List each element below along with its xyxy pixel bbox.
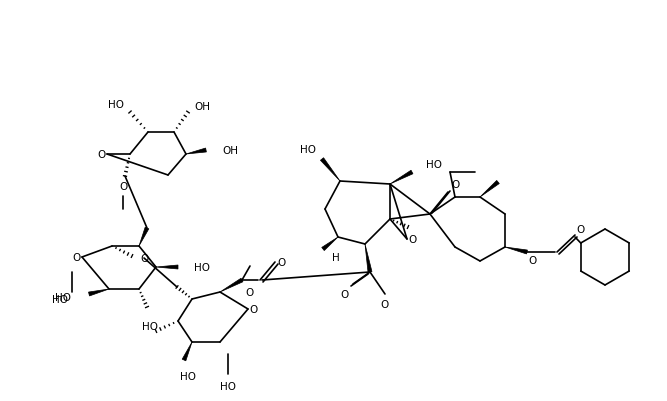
Text: HO: HO [108, 100, 124, 110]
Polygon shape [480, 181, 500, 198]
Text: HO: HO [52, 294, 68, 304]
Polygon shape [365, 244, 372, 273]
Polygon shape [220, 279, 243, 292]
Text: HO: HO [426, 160, 442, 170]
Text: HO: HO [142, 321, 158, 331]
Text: O: O [246, 287, 254, 297]
Text: O: O [381, 299, 389, 309]
Text: H: H [332, 252, 340, 262]
Text: OH: OH [194, 102, 210, 112]
Text: O: O [577, 225, 585, 235]
Text: HO: HO [194, 262, 210, 272]
Text: O: O [409, 235, 417, 244]
Text: O: O [97, 150, 105, 160]
Polygon shape [320, 158, 340, 182]
Text: HO: HO [55, 292, 71, 302]
Polygon shape [89, 289, 109, 296]
Text: O: O [250, 304, 258, 314]
Polygon shape [182, 342, 192, 361]
Text: O: O [452, 180, 460, 190]
Polygon shape [186, 149, 206, 155]
Polygon shape [505, 247, 528, 254]
Text: O: O [140, 253, 148, 263]
Text: O: O [72, 252, 80, 262]
Text: HO: HO [300, 145, 316, 155]
Polygon shape [139, 228, 149, 246]
Text: HO: HO [180, 371, 196, 381]
Text: O: O [119, 182, 127, 192]
Polygon shape [321, 237, 338, 251]
Text: O: O [278, 257, 286, 267]
Polygon shape [390, 171, 413, 184]
Polygon shape [156, 265, 178, 269]
Text: HO: HO [220, 381, 236, 391]
Text: OH: OH [222, 146, 238, 156]
Text: O: O [341, 289, 349, 299]
Text: O: O [529, 255, 537, 265]
